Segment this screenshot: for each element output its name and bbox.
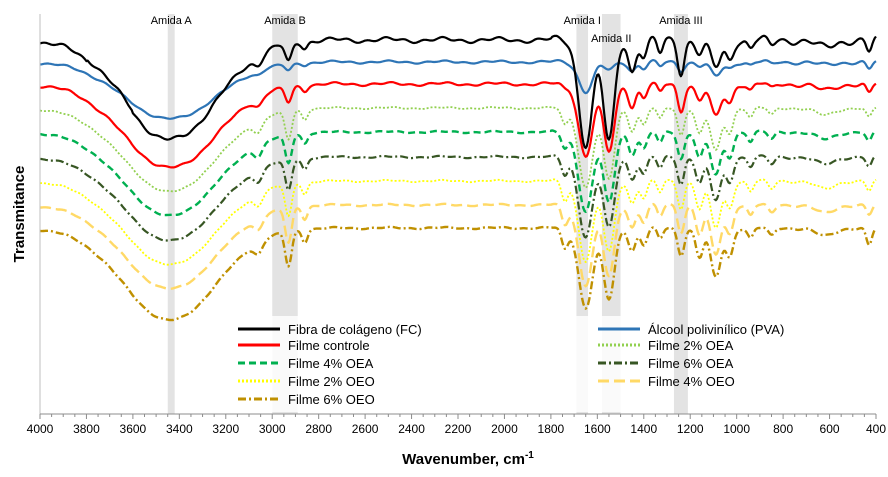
legend-background <box>234 316 654 412</box>
series-line-6 <box>40 178 877 266</box>
x-tick-label-2400: 2400 <box>398 422 425 436</box>
series-line-4 <box>39 129 877 217</box>
x-tick-label-1600: 1600 <box>584 422 611 436</box>
series-line-2 <box>39 80 877 169</box>
x-tick-label-2200: 2200 <box>445 422 472 436</box>
legend-label-3: Filme 2% OEA <box>648 338 734 353</box>
legend-label-1: Álcool polivinílico (PVA) <box>648 322 784 337</box>
x-tick-label-800: 800 <box>773 422 793 436</box>
x-tick-label-1400: 1400 <box>630 422 657 436</box>
x-tick-label-400: 400 <box>866 422 886 436</box>
series-line-7 <box>39 202 877 290</box>
legend-label-4: Filme 4% OEA <box>288 356 374 371</box>
legend-label-8: Filme 6% OEO <box>288 392 375 407</box>
legend-label-0: Fibra de colágeno (FC) <box>288 322 422 337</box>
band-2 <box>576 14 589 414</box>
x-tick-label-2800: 2800 <box>305 422 332 436</box>
legend-label-2: Filme controle <box>288 338 370 353</box>
y-axis-title: Transmitance <box>11 166 28 263</box>
x-axis-title-superscript: -1 <box>525 450 534 461</box>
x-tick-label-2000: 2000 <box>491 422 518 436</box>
series-line-5 <box>39 154 877 242</box>
x-tick-label-3800: 3800 <box>73 422 100 436</box>
band-4 <box>673 14 688 414</box>
x-tick-label-2600: 2600 <box>352 422 379 436</box>
x-tick-label-3000: 3000 <box>259 422 286 436</box>
legend-label-5: Filme 6% OEA <box>648 356 734 371</box>
series-line-8 <box>39 225 877 322</box>
band-label-4: Amida III <box>659 15 702 27</box>
x-tick-label-1200: 1200 <box>677 422 704 436</box>
legend: Fibra de colágeno (FC) Álcool polivinílic… <box>234 316 784 412</box>
band-label-0: Amida A <box>151 15 193 27</box>
x-tick-label-1000: 1000 <box>723 422 750 436</box>
series-line-0 <box>39 34 877 150</box>
legend-label-7: Filme 4% OEO <box>648 374 735 389</box>
band-labels: Amida A Amida B Amida I Amida II Amida III <box>151 15 703 45</box>
x-tick-label-3200: 3200 <box>212 422 239 436</box>
series-line-1 <box>39 58 877 120</box>
band-label-1: Amida B <box>264 15 306 27</box>
x-tick-label-3400: 3400 <box>166 422 193 436</box>
x-ticks: 4000 3800 3600 3400 3200 3000 2800 2600 2400 2200… <box>27 414 886 436</box>
x-axis-title: Wavenumber, cm-1 <box>402 450 534 468</box>
band-label-3: Amida II <box>591 33 631 45</box>
series-line-3 <box>39 106 877 193</box>
x-axis-title-text: Wavenumber, cm <box>402 451 525 468</box>
x-tick-label-4000: 4000 <box>27 422 54 436</box>
x-tick-label-600: 600 <box>820 422 840 436</box>
legend-label-6: Filme 2% OEO <box>288 374 375 389</box>
band-label-2: Amida I <box>564 15 601 27</box>
spectra-lines <box>39 34 877 322</box>
x-tick-label-1800: 1800 <box>538 422 565 436</box>
x-tick-label-3600: 3600 <box>120 422 147 436</box>
